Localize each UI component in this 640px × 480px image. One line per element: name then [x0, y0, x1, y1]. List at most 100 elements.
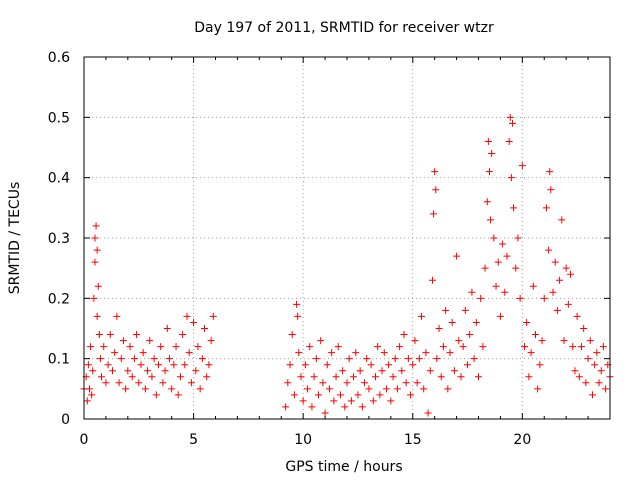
data-point — [282, 403, 290, 411]
data-point — [525, 373, 533, 381]
data-point — [588, 391, 596, 399]
data-point — [455, 337, 463, 345]
data-point — [179, 331, 187, 339]
data-point — [479, 343, 487, 351]
data-point — [91, 234, 99, 242]
data-point — [91, 258, 99, 266]
data-point — [409, 361, 417, 369]
data-point — [312, 355, 320, 363]
data-point — [93, 312, 101, 320]
data-point — [575, 373, 583, 381]
data-point — [174, 391, 182, 399]
data-point — [404, 355, 412, 363]
y-tick-label: 0.6 — [48, 50, 70, 66]
data-point — [580, 325, 588, 332]
data-point — [430, 210, 438, 218]
data-point — [297, 373, 305, 381]
data-point — [339, 367, 347, 375]
data-point — [402, 379, 410, 387]
data-point — [507, 174, 515, 182]
data-point — [586, 337, 594, 345]
data-point — [308, 403, 316, 411]
data-point — [560, 337, 568, 345]
data-point — [540, 294, 548, 302]
data-point — [542, 204, 550, 212]
data-point — [117, 355, 125, 363]
data-point — [293, 300, 301, 308]
data-point — [288, 331, 296, 339]
data-point — [547, 186, 555, 194]
data-point — [350, 373, 358, 381]
data-point — [481, 264, 489, 272]
data-point — [196, 385, 204, 393]
data-point — [413, 379, 421, 387]
data-point — [332, 373, 340, 381]
data-point — [503, 252, 511, 260]
data-point — [133, 331, 141, 339]
data-point — [492, 282, 500, 290]
data-point — [367, 361, 375, 369]
data-point — [347, 397, 355, 405]
data-point — [343, 379, 351, 387]
data-point — [137, 361, 145, 369]
data-point — [108, 367, 116, 375]
data-point — [90, 294, 98, 302]
data-point — [387, 397, 395, 405]
data-point — [466, 331, 474, 339]
data-point — [205, 361, 213, 369]
data-point — [453, 252, 461, 260]
data-point — [538, 337, 546, 345]
x-tick-label: 5 — [189, 432, 198, 448]
data-point — [115, 379, 123, 387]
data-point — [113, 312, 121, 320]
data-point — [400, 331, 408, 339]
data-point — [496, 312, 504, 320]
data-point — [150, 355, 158, 363]
data-point — [487, 216, 495, 224]
data-point — [294, 312, 302, 320]
data-point — [564, 300, 572, 308]
data-point — [595, 379, 603, 387]
data-point — [450, 367, 458, 375]
data-point — [321, 409, 329, 417]
data-point — [529, 282, 537, 290]
data-point — [352, 349, 360, 357]
data-point — [477, 294, 485, 302]
data-point — [549, 288, 557, 296]
data-point — [203, 373, 211, 381]
data-point — [483, 198, 491, 206]
y-tick-label: 0.4 — [48, 171, 70, 187]
data-point — [424, 409, 432, 417]
y-tick-label: 0.3 — [48, 231, 70, 247]
data-point — [181, 361, 189, 369]
data-point — [325, 385, 333, 393]
data-point — [448, 318, 456, 326]
y-tick-label: 0.1 — [48, 352, 70, 368]
data-point — [284, 379, 292, 387]
data-point — [501, 288, 509, 296]
data-point — [446, 349, 454, 357]
data-point — [141, 385, 149, 393]
data-point — [172, 343, 180, 351]
data-point — [98, 373, 106, 381]
y-tick-label: 0.5 — [48, 110, 70, 126]
data-point — [190, 318, 198, 326]
data-point — [505, 137, 513, 145]
data-point — [485, 168, 493, 176]
data-point — [209, 312, 217, 320]
data-point — [490, 234, 498, 242]
data-point — [512, 264, 520, 272]
data-point — [578, 343, 586, 351]
data-point — [304, 385, 312, 393]
data-point — [328, 349, 336, 357]
data-point — [553, 306, 561, 314]
data-point — [432, 186, 440, 194]
data-point — [185, 349, 193, 357]
y-tick-label: 0.2 — [48, 291, 70, 307]
data-point — [508, 119, 516, 127]
data-point — [146, 337, 154, 345]
data-point — [122, 385, 130, 393]
data-point — [111, 349, 119, 357]
y-axis-label: SRMTID / TECUs — [7, 182, 23, 295]
data-point — [437, 373, 445, 381]
